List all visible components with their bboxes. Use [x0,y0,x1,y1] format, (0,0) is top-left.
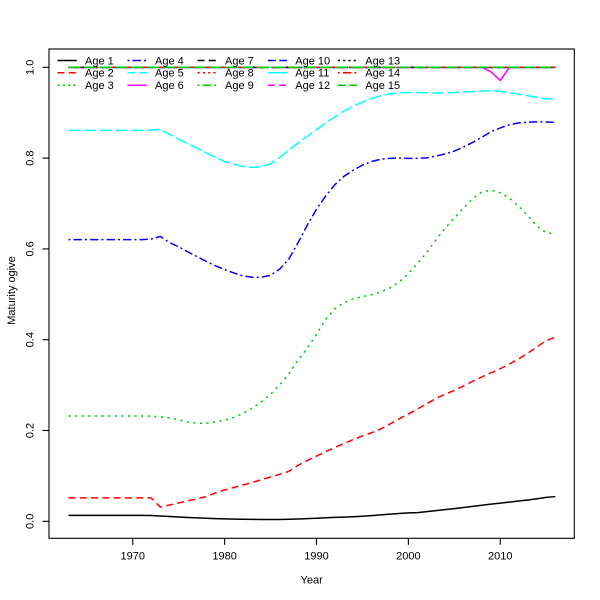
svg-text:Age 11: Age 11 [295,68,329,80]
svg-text:1990: 1990 [304,551,328,563]
svg-text:Age 1: Age 1 [85,55,114,67]
svg-text:0.8: 0.8 [25,150,37,165]
svg-text:Age 12: Age 12 [295,80,330,92]
svg-text:0.2: 0.2 [25,423,37,438]
svg-text:1980: 1980 [212,551,236,563]
svg-text:Age 10: Age 10 [295,55,330,67]
svg-text:Maturity ogive: Maturity ogive [6,256,18,324]
svg-text:Age 6: Age 6 [155,80,184,92]
svg-text:Age 5: Age 5 [155,68,184,80]
svg-text:Age 4: Age 4 [155,55,184,67]
svg-text:Year: Year [301,575,324,587]
svg-text:Age 15: Age 15 [365,80,400,92]
svg-text:Age 7: Age 7 [225,55,254,67]
svg-text:Age 13: Age 13 [365,55,400,67]
svg-text:0.4: 0.4 [25,332,37,347]
svg-text:Age 2: Age 2 [85,68,114,80]
svg-text:Age 14: Age 14 [365,68,400,80]
svg-text:1970: 1970 [121,551,145,563]
svg-text:0.0: 0.0 [25,514,37,529]
svg-text:0.6: 0.6 [25,241,37,256]
svg-text:1.0: 1.0 [25,60,37,75]
svg-text:2010: 2010 [488,551,512,563]
svg-text:2000: 2000 [396,551,420,563]
svg-text:Age 3: Age 3 [85,80,114,92]
svg-text:Age 9: Age 9 [225,80,254,92]
svg-text:Age 8: Age 8 [225,68,254,80]
